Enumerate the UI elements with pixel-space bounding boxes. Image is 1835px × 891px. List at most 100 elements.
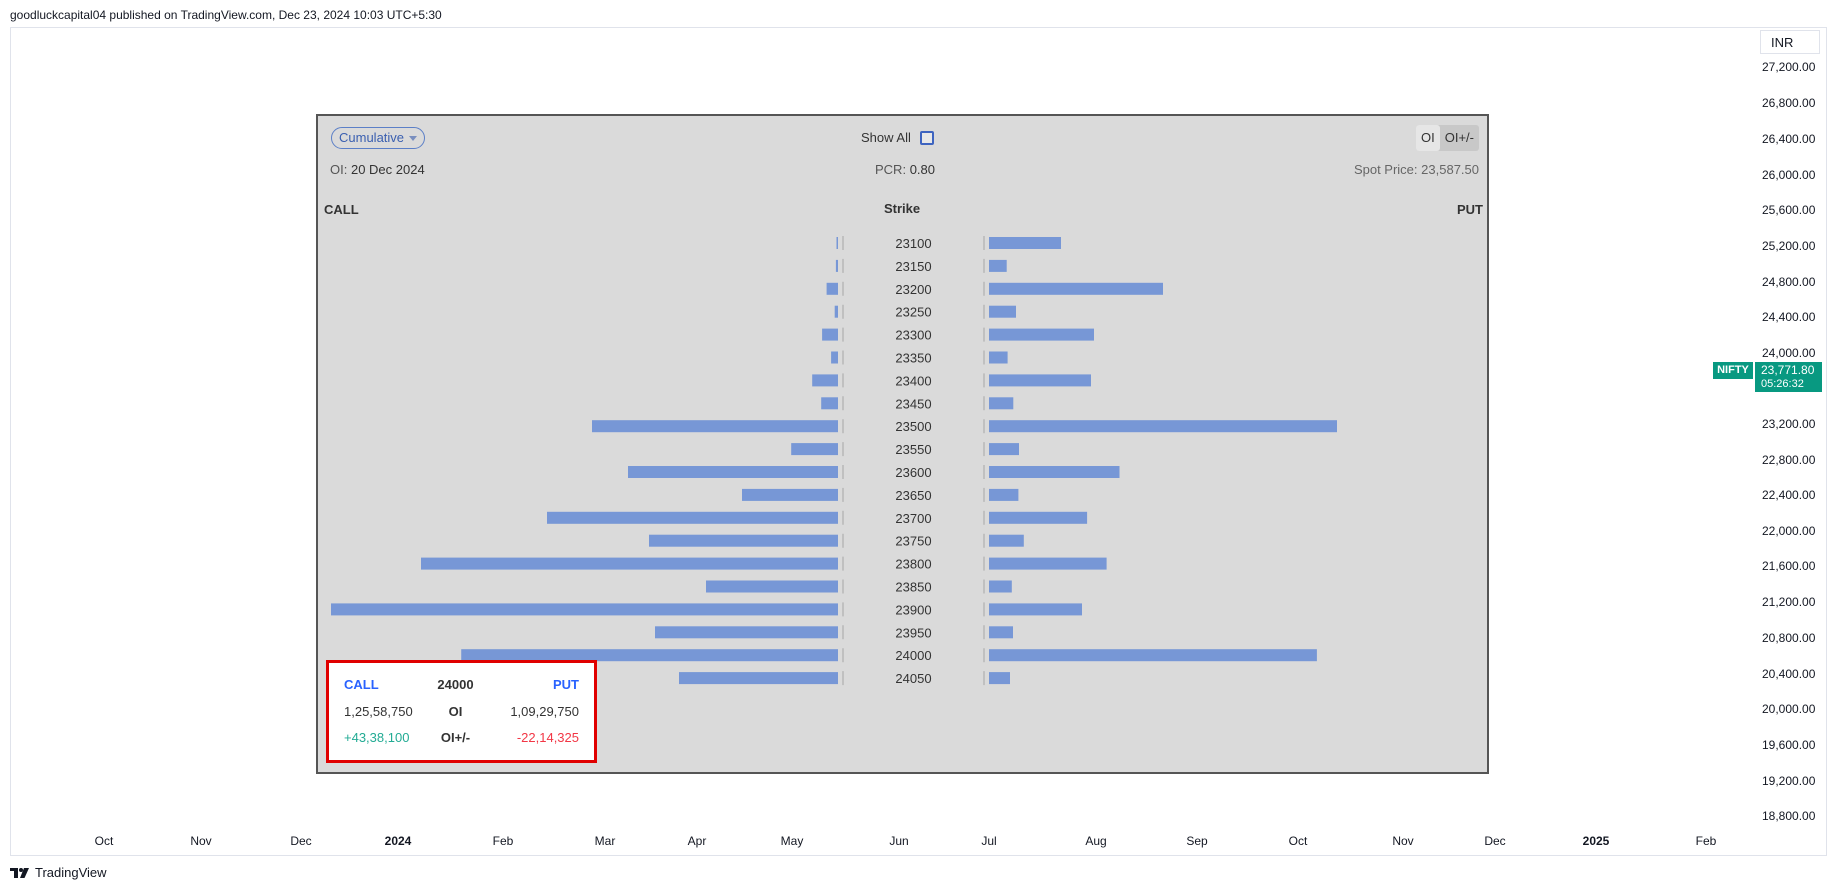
tradingview-footer[interactable]: TradingView	[10, 865, 107, 880]
y-axis-label: 24,400.00	[1762, 310, 1816, 324]
y-axis-label: 18,800.00	[1762, 809, 1816, 823]
tooltip-header-row: CALL 24000 PUT	[344, 677, 579, 692]
tooltip-oi-row: 1,25,58,750 OI 1,09,29,750	[344, 704, 579, 719]
strike-header: Strike	[884, 201, 921, 216]
oi-toggle[interactable]: OI OI+/-	[1416, 125, 1479, 151]
strike-label: 23550	[895, 442, 931, 457]
call-oi-bar	[831, 351, 838, 364]
x-axis-label: Nov	[190, 834, 212, 848]
call-oi-bar	[649, 534, 838, 547]
put-oi-bar	[989, 259, 1007, 272]
strike-label: 23900	[895, 602, 931, 617]
x-axis-label: Nov	[1392, 834, 1414, 848]
pcr-label: PCR:	[875, 162, 907, 177]
tooltip-oi-put: 1,09,29,750	[510, 704, 579, 719]
y-axis-label: 26,400.00	[1762, 132, 1816, 146]
put-oi-bar	[989, 397, 1014, 410]
price-tag: 23,771.80 05:26:32	[1755, 362, 1822, 392]
x-axis-label: Feb	[1695, 834, 1717, 848]
put-oi-bar	[989, 443, 1019, 456]
strike-label: 23500	[895, 419, 931, 434]
call-oi-bar	[822, 328, 838, 341]
call-oi-bar	[835, 259, 838, 272]
y-axis-label: 25,200.00	[1762, 239, 1816, 253]
strike-label: 23200	[895, 282, 931, 297]
strike-label: 23800	[895, 557, 931, 572]
put-oi-bar	[989, 328, 1094, 341]
tooltip-chg-call: +43,38,100	[344, 730, 410, 745]
spot-price-label: Spot Price:	[1353, 162, 1418, 177]
symbol-tag: NIFTY	[1713, 362, 1753, 379]
y-axis-label: 22,800.00	[1762, 453, 1816, 467]
strike-label: 24050	[895, 671, 931, 686]
strike-label: 23650	[895, 488, 931, 503]
x-axis-label: 2024	[384, 834, 412, 848]
strike-label: 23150	[895, 259, 931, 274]
put-oi-bar	[989, 649, 1317, 662]
tooltip-put-label: PUT	[553, 677, 579, 692]
bar-countdown: 05:26:32	[1761, 378, 1804, 390]
x-axis-label: Oct	[94, 834, 114, 848]
y-axis-label: 20,000.00	[1762, 702, 1816, 716]
y-axis-label: 19,600.00	[1762, 738, 1816, 752]
y-axis-label: 24,000.00	[1762, 346, 1816, 360]
oi-butterfly-chart[interactable]: 23100 23150 23200 23250 23300 23350 23400 23450…	[318, 116, 1487, 772]
y-axis-label: 22,400.00	[1762, 488, 1816, 502]
put-oi-bar	[989, 557, 1107, 570]
call-oi-bar	[461, 649, 838, 662]
put-oi-bar	[989, 672, 1010, 685]
call-oi-bar	[547, 511, 838, 524]
show-all-checkbox[interactable]	[919, 130, 934, 145]
put-oi-bar	[989, 374, 1091, 387]
pcr-value: 0.80	[909, 162, 935, 177]
chart-frame[interactable]	[10, 27, 1827, 856]
oi-date: OI: 20 Dec 2024	[330, 162, 425, 177]
x-axis-label: Aug	[1085, 834, 1107, 848]
put-oi-bar	[989, 603, 1082, 616]
y-axis-label: 26,000.00	[1762, 168, 1816, 182]
show-all-label: Show All	[861, 130, 911, 145]
strike-label: 23450	[895, 396, 931, 411]
call-oi-bar	[655, 626, 838, 639]
call-oi-bar	[628, 466, 838, 478]
put-oi-bar	[989, 511, 1088, 524]
x-axis-label: Feb	[492, 834, 514, 848]
published-header: goodluckcapital04 published on TradingVi…	[10, 8, 442, 22]
strike-label: 23350	[895, 351, 931, 366]
toggle-oi-change[interactable]: OI+/-	[1444, 130, 1474, 145]
put-oi-bar	[989, 466, 1120, 478]
strike-label: 23700	[895, 511, 931, 526]
last-price: 23,771.80	[1761, 363, 1815, 377]
x-axis-label: Sep	[1186, 834, 1208, 848]
pcr: PCR: 0.80	[875, 162, 935, 177]
call-oi-bar	[592, 420, 838, 433]
show-all-control[interactable]: Show All	[861, 130, 934, 145]
call-oi-bar	[826, 282, 838, 295]
tooltip-chg-label: OI+/-	[440, 730, 471, 745]
mode-dropdown[interactable]: Cumulative	[331, 127, 426, 149]
y-axis-label: 20,400.00	[1762, 667, 1816, 681]
oi-date-value: 20 Dec 2024	[350, 162, 425, 177]
put-oi-bar	[989, 488, 1019, 501]
x-axis-label: 2025	[1582, 834, 1610, 848]
y-axis-label: 26,800.00	[1762, 96, 1816, 110]
put-header: PUT	[1457, 202, 1483, 217]
strike-tooltip: CALL 24000 PUT 1,25,58,750 OI 1,09,29,75…	[326, 660, 597, 763]
currency-selector[interactable]: INR	[1760, 30, 1820, 54]
call-oi-bar	[812, 374, 838, 387]
call-oi-bar	[331, 603, 838, 616]
put-oi-bar	[989, 626, 1013, 639]
y-axis-label: 27,200.00	[1762, 60, 1816, 74]
call-oi-bar	[836, 237, 838, 249]
tooltip-oi-call: 1,25,58,750	[344, 704, 413, 719]
toggle-oi[interactable]: OI	[1416, 125, 1440, 151]
call-oi-bar	[834, 305, 838, 318]
put-oi-bar	[989, 282, 1163, 295]
strike-label: 23850	[895, 580, 931, 595]
x-axis-label: Jun	[889, 834, 909, 848]
call-oi-bar	[706, 580, 838, 593]
strike-label: 23950	[895, 625, 931, 640]
call-oi-bar	[679, 672, 838, 685]
y-axis-label: 21,600.00	[1762, 559, 1816, 573]
strike-label: 23250	[895, 305, 931, 320]
